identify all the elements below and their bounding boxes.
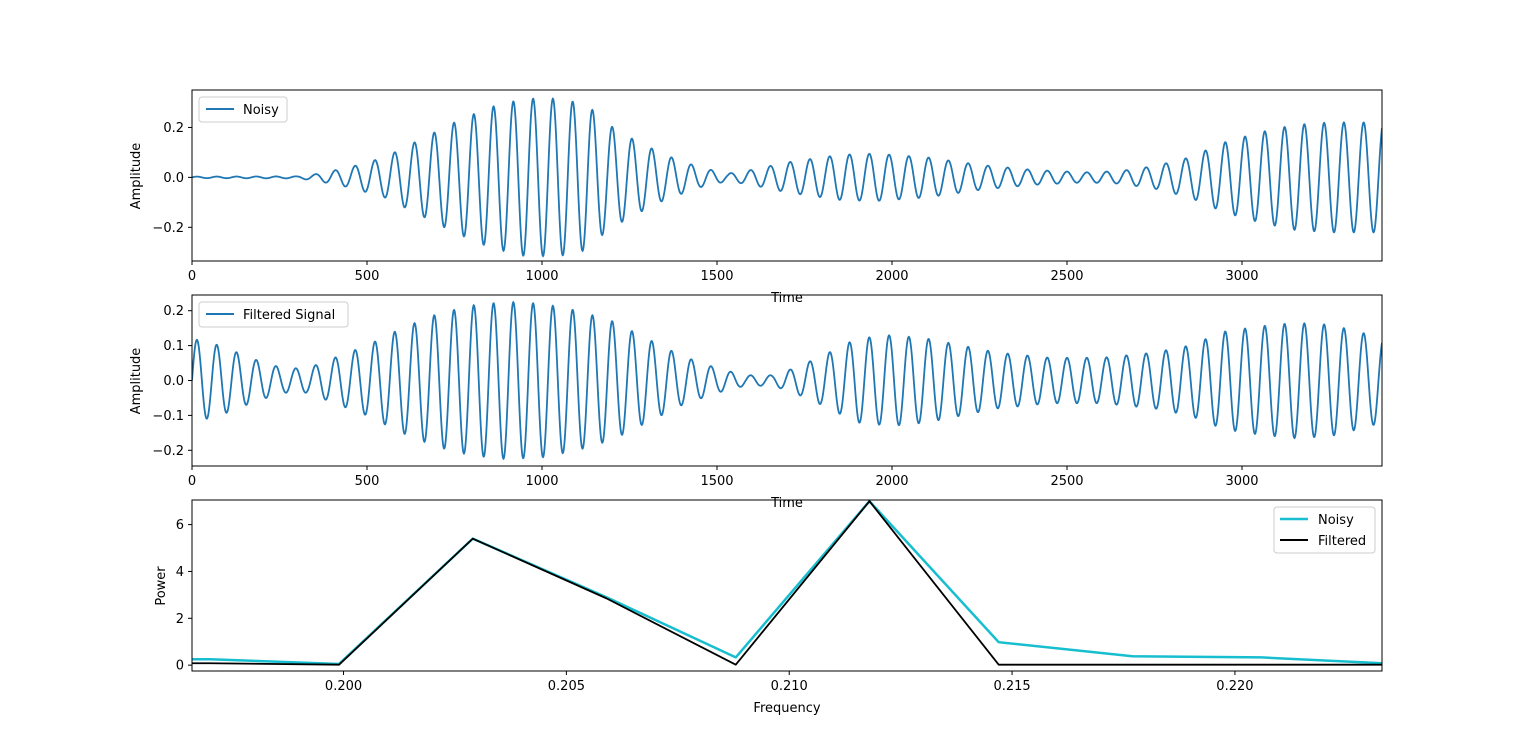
panel-2-ytick-label: 0.1 xyxy=(163,339,184,354)
panel-3-xtick-label: 0.220 xyxy=(1216,679,1253,694)
panel-3-axes-frame xyxy=(191,499,1383,672)
panel-2-ytick-label: −0.2 xyxy=(152,444,184,459)
panel-2-ytick-label: −0.1 xyxy=(152,409,184,424)
panel-3-ytick-label: 6 xyxy=(176,518,184,533)
panel-2-ytick-label: 0.0 xyxy=(163,374,184,389)
panel-1-xtick-label: 2500 xyxy=(1050,269,1083,284)
panel-2-xlabel: Time xyxy=(770,496,803,511)
panel-1-ytick-label: −0.2 xyxy=(152,221,184,236)
panel-2-legend: Filtered Signal xyxy=(198,301,349,328)
panel-1-xlabel: Time xyxy=(770,291,803,306)
noisy-signal-panel: Time Amplitude 0 500 1000 1500 2000 2500 3000 −… xyxy=(129,89,1383,306)
panel-3-legend: Noisy Filtered xyxy=(1273,506,1376,554)
panel-2-series-filtered-signal-line xyxy=(192,300,1382,461)
panel-3-ytick-label: 4 xyxy=(176,565,184,580)
panel-1-xtick-label: 3000 xyxy=(1225,269,1258,284)
panel-1-xtick-label: 500 xyxy=(355,269,380,284)
panel-2-ylabel: Amplitude xyxy=(129,348,144,415)
panel-1-xtick-label: 2000 xyxy=(875,269,908,284)
panel-1-legend: Noisy xyxy=(198,96,288,123)
panel-3-xlabel: Frequency xyxy=(753,701,820,716)
panel-1-legend-label-noisy: Noisy xyxy=(243,103,279,118)
panel-2-xtick-label: 3000 xyxy=(1225,474,1258,489)
panel-3-xtick-label: 0.215 xyxy=(993,679,1030,694)
panel-1-ytick-label: 0.2 xyxy=(163,121,184,136)
panel-2-xtick-label: 500 xyxy=(355,474,380,489)
panel-2-xtick-label: 0 xyxy=(188,474,196,489)
panel-3-legend-label-noisy: Noisy xyxy=(1318,513,1354,528)
power-spectrum-panel: Frequency Power 0.200 0.205 0.210 0.215 0.22… xyxy=(154,499,1383,716)
panel-3-ytick-label: 0 xyxy=(176,659,184,674)
panel-1-xtick-label: 1000 xyxy=(525,269,558,284)
panel-1-xtick-label: 0 xyxy=(188,269,196,284)
panel-2-legend-box xyxy=(198,301,349,328)
panel-3-xtick-label: 0.210 xyxy=(771,679,808,694)
panel-2-xtick-label: 2500 xyxy=(1050,474,1083,489)
filtered-signal-panel: Time Amplitude 0 500 1000 1500 2000 2500 3000 −… xyxy=(129,294,1383,511)
panel-1-series-noisy-line xyxy=(192,97,1382,258)
panel-1-axes-frame xyxy=(191,89,1383,262)
panel-3-xtick-label: 0.205 xyxy=(548,679,585,694)
panel-2-legend-label-filtered-signal: Filtered Signal xyxy=(243,308,335,323)
panel-3-series-filtered-line xyxy=(192,500,1382,666)
panel-1-ytick-label: 0.0 xyxy=(163,171,184,186)
panel-3-xtick-label: 0.200 xyxy=(325,679,362,694)
panel-3-legend-label-filtered: Filtered xyxy=(1318,534,1366,549)
panel-3-ylabel: Power xyxy=(154,566,169,606)
panel-2-xtick-label: 1000 xyxy=(525,474,558,489)
panel-3-series-noisy-line xyxy=(192,500,1382,666)
panel-1-legend-box xyxy=(198,96,288,123)
panel-2-xtick-label: 2000 xyxy=(875,474,908,489)
panel-3-ytick-label: 2 xyxy=(176,612,184,627)
panel-1-ylabel: Amplitude xyxy=(129,143,144,210)
panel-1-xtick-label: 1500 xyxy=(700,269,733,284)
panel-2-xtick-label: 1500 xyxy=(700,474,733,489)
panel-2-ytick-label: 0.2 xyxy=(163,304,184,319)
